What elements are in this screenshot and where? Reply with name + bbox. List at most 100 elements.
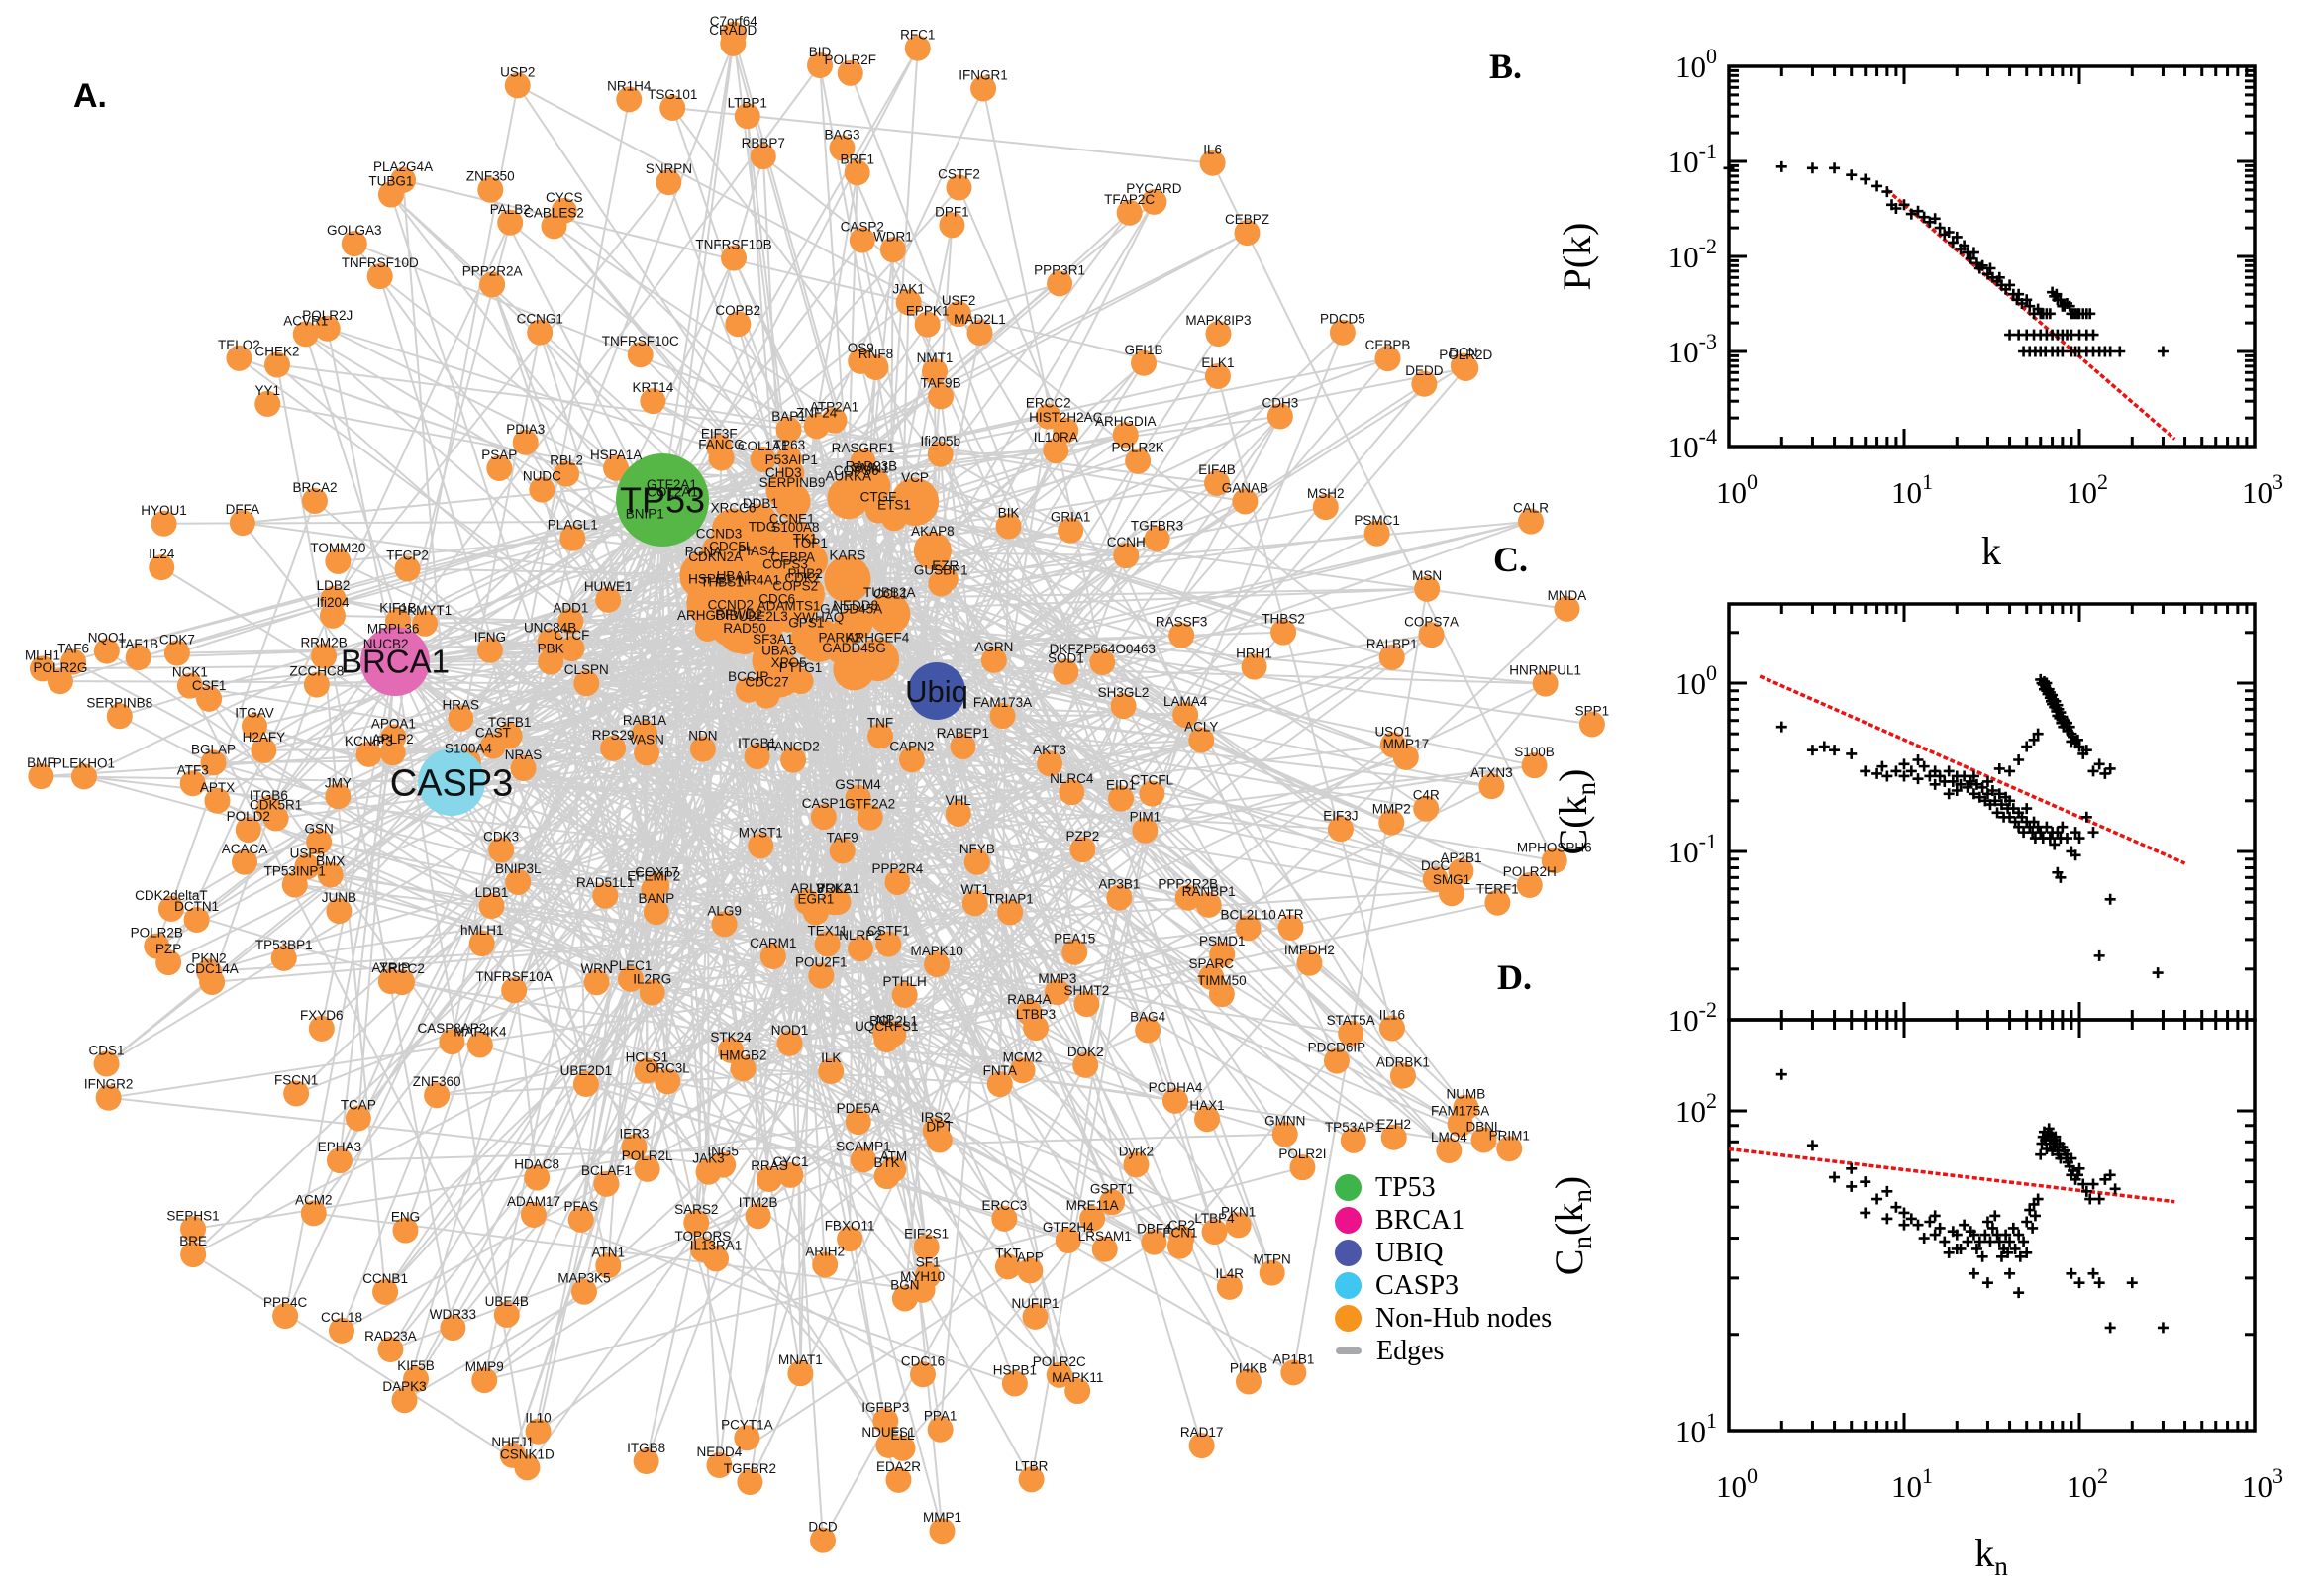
network-node-label: CABLES2 xyxy=(524,205,584,220)
network-node-label: BAG4 xyxy=(1130,1009,1166,1024)
network-node xyxy=(392,1217,419,1244)
network-node-label: IL4R xyxy=(1216,1266,1245,1281)
network-node xyxy=(1047,270,1073,297)
network-node-label: BMX xyxy=(316,854,345,869)
network-node-label: NCK1 xyxy=(172,665,208,680)
network-node-label: NR1H4 xyxy=(607,78,652,93)
network-node-label: MAP4K4 xyxy=(454,1024,507,1039)
network-edge xyxy=(354,243,818,428)
plus-marker xyxy=(1981,1277,1993,1289)
chart-ticks xyxy=(1727,64,2257,449)
panel-label-b: B. xyxy=(1489,47,1523,86)
network-node-label: IL6 xyxy=(1203,143,1222,157)
network-node xyxy=(95,1084,122,1111)
network-node xyxy=(1125,448,1152,474)
network-node-label: HSPE1 xyxy=(688,571,732,586)
network-node-label: ING5 xyxy=(707,1145,739,1159)
plus-marker xyxy=(2004,765,2016,777)
plus-marker xyxy=(1993,271,2005,283)
network-edge xyxy=(582,748,704,1292)
network-edge xyxy=(646,974,822,1072)
plus-marker xyxy=(2104,1322,2116,1334)
network-node xyxy=(1055,1228,1081,1254)
plus-marker xyxy=(2049,839,2061,850)
network-node-label: KCNIP3 xyxy=(345,734,393,748)
network-node-label: SMG1 xyxy=(1433,872,1470,887)
network-edge xyxy=(389,194,710,1173)
network-node xyxy=(913,1234,940,1260)
plus-marker xyxy=(1918,1233,1930,1245)
network-edge xyxy=(517,689,750,883)
plus-marker xyxy=(1860,173,1871,185)
network-node-label: UQCRFS1 xyxy=(855,1019,919,1034)
network-node-label: EIF2S1 xyxy=(904,1227,949,1242)
network-node xyxy=(895,289,922,316)
network-node-label: MTPN xyxy=(1254,1252,1291,1267)
network-node xyxy=(991,1205,1018,1232)
network-node xyxy=(750,144,776,170)
network-node-label: RAD23A xyxy=(364,1329,417,1344)
network-node xyxy=(557,608,584,635)
network-node-label: S100B xyxy=(1514,745,1555,759)
plus-marker xyxy=(2070,827,2081,839)
network-edge xyxy=(862,714,1186,1160)
network-node xyxy=(927,1416,954,1443)
plus-marker xyxy=(1806,162,1818,174)
network-node xyxy=(810,1527,837,1553)
network-node xyxy=(558,636,585,662)
network-node-label: ORC3L xyxy=(646,1060,691,1075)
plus-marker xyxy=(2073,1277,2085,1289)
network-node xyxy=(946,301,972,328)
network-node xyxy=(659,94,686,121)
network-node xyxy=(643,899,669,926)
network-node-label: EDA2R xyxy=(876,1459,921,1474)
network-edge xyxy=(934,371,938,692)
network-node xyxy=(272,1303,299,1330)
network-node xyxy=(28,763,54,790)
network-node xyxy=(524,1164,551,1191)
network-node xyxy=(639,979,665,1006)
legend-label: Non-Hub nodes xyxy=(1375,1302,1553,1334)
network-node-label: DBNL xyxy=(1465,1119,1502,1134)
network-node xyxy=(829,135,856,161)
network-node xyxy=(1340,1127,1366,1153)
network-node-label: TAF9B xyxy=(921,375,961,390)
network-node xyxy=(403,1366,430,1393)
network-node-label: SEPHS1 xyxy=(166,1208,219,1223)
plus-marker xyxy=(2064,300,2075,312)
network-node xyxy=(345,1105,371,1132)
network-node-label: DDB1 xyxy=(743,496,778,511)
network-node xyxy=(776,446,803,472)
network-node xyxy=(235,817,261,844)
plus-marker xyxy=(2057,821,2069,833)
network-node xyxy=(1270,619,1297,646)
network-node-label: PCDHA4 xyxy=(1149,1080,1203,1095)
plus-marker xyxy=(1890,765,1902,777)
network-node-label: POLR2C xyxy=(1033,1354,1086,1369)
hub-label-TP53: TP53 xyxy=(620,480,705,521)
network-node xyxy=(775,416,802,443)
plus-marker xyxy=(2021,803,2033,815)
network-node-label: S100A8 xyxy=(771,520,819,535)
network-node-label: LDB2 xyxy=(317,578,351,593)
plus-marker xyxy=(1970,778,1982,790)
network-node-label: PDCD5 xyxy=(1320,312,1365,327)
network-node xyxy=(1069,837,1096,863)
plus-marker xyxy=(2080,811,2092,823)
plus-marker xyxy=(1860,1176,1871,1188)
network-node xyxy=(283,1080,310,1107)
network-node xyxy=(196,958,223,985)
network-node xyxy=(759,944,786,970)
network-node-label: TK1 xyxy=(793,531,818,546)
network-node-label: ZNF360 xyxy=(413,1074,461,1089)
network-node-label: TDG xyxy=(749,519,777,534)
network-node-label: RBBP7 xyxy=(742,136,785,150)
network-node-label: BCL2L10 xyxy=(1220,907,1275,922)
network-edge xyxy=(1292,588,1429,1373)
network-node xyxy=(829,838,856,864)
network-edge xyxy=(106,649,598,984)
plus-marker xyxy=(1979,1229,1991,1241)
network-edge xyxy=(526,415,1281,1468)
network-node-label: THBS1 xyxy=(700,574,744,589)
network-node xyxy=(1329,319,1356,346)
